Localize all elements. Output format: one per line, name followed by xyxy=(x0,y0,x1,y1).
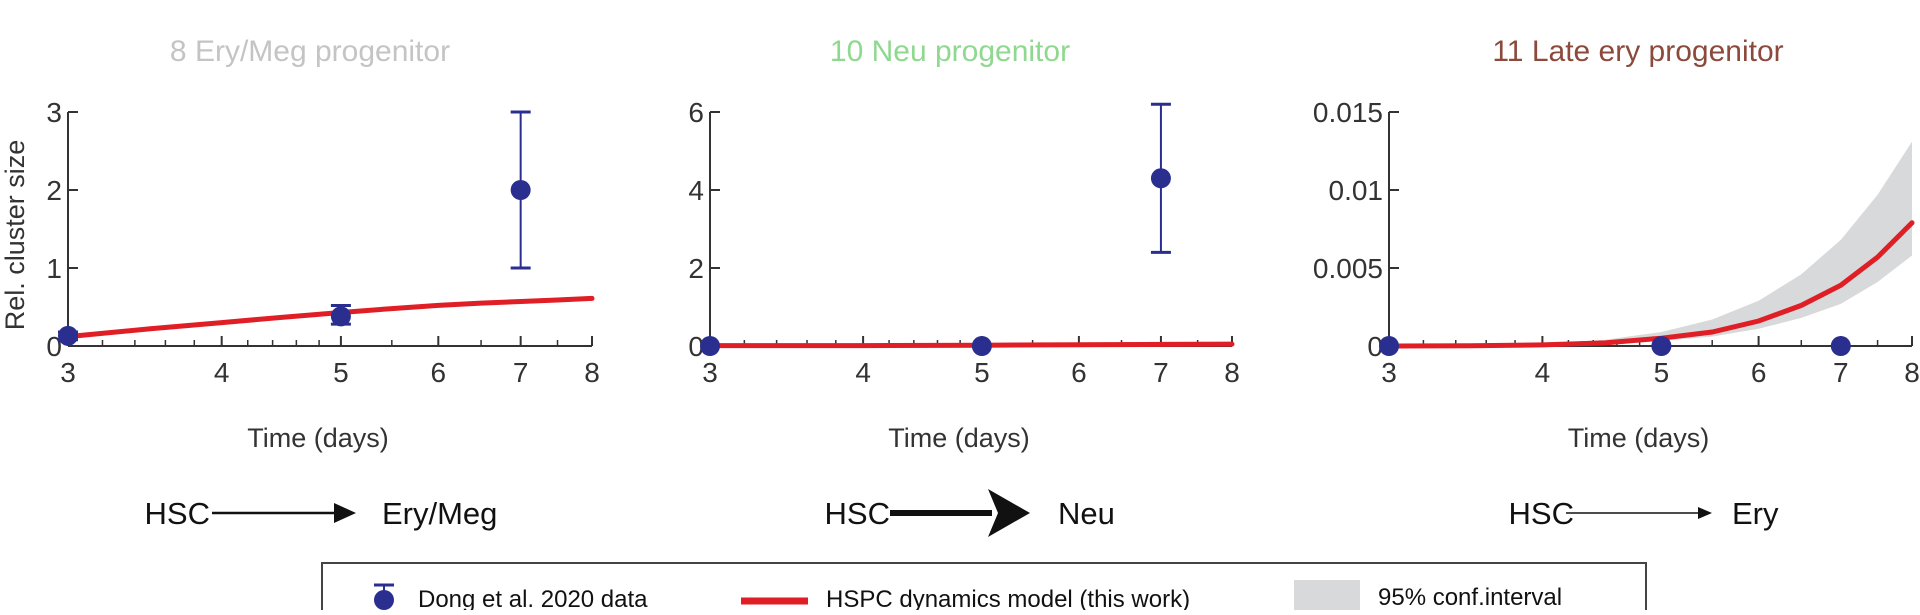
y-tick-label: 0.01 xyxy=(1329,175,1384,206)
legend-data-marker xyxy=(374,590,394,610)
x-tick-label: 6 xyxy=(1071,357,1087,388)
x-tick-label: 8 xyxy=(1904,357,1920,388)
panel-3: 11 Late ery progenitor 3 4 5 6 7 8 0 0.005 0.01 0.… xyxy=(1313,35,1920,531)
panel-title: 11 Late ery progenitor xyxy=(1492,35,1783,68)
data-point xyxy=(58,325,78,346)
legend-data-label: Dong et al. 2020 data xyxy=(418,586,648,610)
x-axis-label: Time (days) xyxy=(247,423,389,453)
y-tick-label: 0.005 xyxy=(1313,253,1383,284)
data-point xyxy=(510,180,531,200)
x-tick-label: 7 xyxy=(1833,357,1849,388)
data-point xyxy=(971,336,992,356)
x-tick-label: 4 xyxy=(1535,357,1551,388)
confidence-band xyxy=(1389,141,1912,346)
x-tick-label: 6 xyxy=(1751,357,1767,388)
x-tick-label: 3 xyxy=(60,357,76,388)
data-point xyxy=(1830,336,1851,356)
model-line xyxy=(707,341,1235,349)
panel-2: 10 Neu progenitor 3 4 5 6 7 8 0 2 4 6 Time (days) HS… xyxy=(688,35,1240,537)
x-tick-label: 7 xyxy=(1153,357,1169,388)
x-tick-label: 4 xyxy=(855,357,871,388)
y-tick-label: 0.015 xyxy=(1313,97,1383,128)
y-tick-label: 2 xyxy=(46,175,62,206)
y-axis-label: Rel. cluster size xyxy=(0,140,30,331)
y-tick-label: 2 xyxy=(688,253,704,284)
lineage-arrow-head xyxy=(988,489,1030,537)
x-tick-label: 5 xyxy=(1654,357,1670,388)
arrow-source-label: HSC xyxy=(1509,496,1574,531)
legend-model-label: HSPC dynamics model (this work) xyxy=(826,586,1190,610)
arrow-target-label: Ery xyxy=(1732,496,1779,531)
y-tick-label: 0 xyxy=(1367,331,1383,362)
x-tick-label: 4 xyxy=(214,357,230,388)
x-tick-label: 6 xyxy=(431,357,447,388)
panel-title: 8 Ery/Meg progenitor xyxy=(170,35,450,68)
y-tick-label: 1 xyxy=(46,253,62,284)
x-tick-label: 5 xyxy=(974,357,990,388)
y-tick-label: 3 xyxy=(46,97,62,128)
arrow-source-label: HSC xyxy=(825,496,890,531)
lineage-arrow-head xyxy=(1698,507,1712,519)
x-tick-label: 3 xyxy=(702,357,718,388)
x-tick-label: 8 xyxy=(584,357,600,388)
model-line xyxy=(65,295,595,340)
x-axis-label: Time (days) xyxy=(888,423,1030,453)
x-axis-label: Time (days) xyxy=(1568,423,1710,453)
data-point xyxy=(700,336,720,356)
x-tick-label: 8 xyxy=(1224,357,1240,388)
legend-ci-label: 95% conf.interval xyxy=(1378,584,1562,610)
legend: Dong et al. 2020 data HSPC dynamics model… xyxy=(321,562,1647,615)
arrow-target-label: Neu xyxy=(1058,496,1115,531)
model-line xyxy=(1386,220,1915,349)
data-point xyxy=(1651,336,1672,356)
panel-title: 10 Neu progenitor xyxy=(830,35,1070,68)
arrow-target-label: Ery/Meg xyxy=(382,496,497,531)
legend-ci-swatch xyxy=(1294,580,1360,614)
y-tick-label: 0 xyxy=(688,331,704,362)
data-point xyxy=(1150,168,1171,189)
x-tick-label: 5 xyxy=(333,357,349,388)
legend-box xyxy=(321,562,1647,615)
y-tick-label: 6 xyxy=(688,97,704,128)
x-tick-label: 7 xyxy=(513,357,529,388)
lineage-arrow-head xyxy=(334,503,356,523)
data-point xyxy=(1379,336,1399,356)
x-tick-label: 3 xyxy=(1381,357,1397,388)
data-point xyxy=(330,306,351,327)
y-tick-label: 4 xyxy=(688,175,704,206)
arrow-source-label: HSC xyxy=(145,496,210,531)
